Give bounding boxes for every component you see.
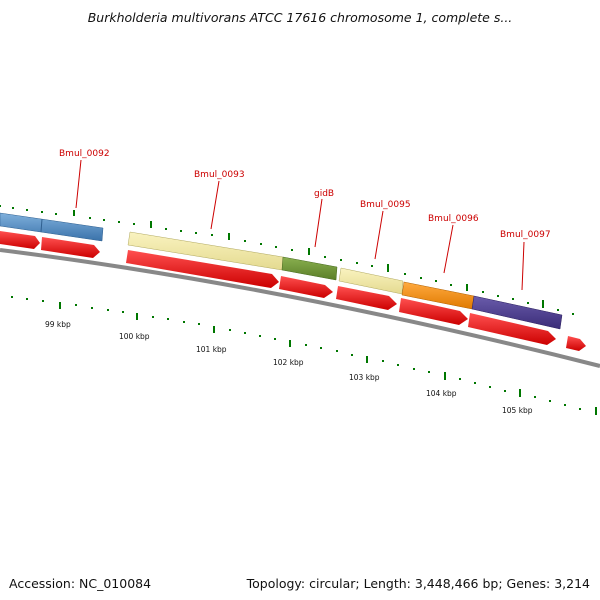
genome-backbone bbox=[0, 248, 600, 368]
cds-arrow[interactable] bbox=[336, 286, 397, 310]
gene-label-gidB[interactable]: gidB bbox=[314, 189, 334, 199]
gene-box-0097[interactable] bbox=[471, 295, 563, 330]
map-title: Burkholderia multivorans ATCC 17616 chro… bbox=[87, 10, 513, 25]
gene-track bbox=[0, 212, 563, 330]
outer-tick-track bbox=[0, 205, 574, 315]
kbp-label: 104 kbp bbox=[426, 389, 457, 398]
cds-arrow[interactable] bbox=[566, 336, 586, 351]
accession-label: Accession: NC_010084 bbox=[9, 576, 152, 591]
topology-summary: Topology: circular; Length: 3,448,466 bp… bbox=[246, 576, 590, 591]
kbp-labels: 99 kbp 100 kbp 101 kbp 102 kbp 103 kbp 1… bbox=[45, 320, 533, 415]
gene-label-0095[interactable]: Bmul_0095 bbox=[360, 200, 411, 210]
cds-arrow[interactable] bbox=[0, 231, 40, 249]
cds-arrow[interactable] bbox=[399, 298, 468, 325]
cds-arrow[interactable] bbox=[126, 250, 279, 288]
cds-arrow[interactable] bbox=[41, 237, 100, 258]
gene-box-0092[interactable] bbox=[0, 212, 104, 242]
inner-ruler-track bbox=[11, 296, 597, 415]
gene-label-0092[interactable]: Bmul_0092 bbox=[59, 149, 110, 159]
label-leaders bbox=[75, 159, 525, 291]
gene-box-gidB[interactable] bbox=[281, 256, 338, 281]
kbp-label: 102 kbp bbox=[273, 358, 304, 367]
kbp-label: 105 kbp bbox=[502, 406, 533, 415]
gene-label-0093[interactable]: Bmul_0093 bbox=[194, 170, 245, 180]
cds-arrow[interactable] bbox=[279, 276, 333, 298]
gene-label-0097[interactable]: Bmul_0097 bbox=[500, 230, 551, 240]
kbp-label: 100 kbp bbox=[119, 332, 150, 341]
kbp-label: 99 kbp bbox=[45, 320, 71, 329]
kbp-label: 103 kbp bbox=[349, 373, 380, 382]
gene-label-0096[interactable]: Bmul_0096 bbox=[428, 214, 479, 224]
gene-labels: Bmul_0092 Bmul_0093 gidB Bmul_0095 Bmul_… bbox=[59, 149, 551, 240]
cds-arrow[interactable] bbox=[468, 313, 556, 345]
cds-arrow-track bbox=[0, 231, 586, 351]
kbp-label: 101 kbp bbox=[196, 345, 227, 354]
